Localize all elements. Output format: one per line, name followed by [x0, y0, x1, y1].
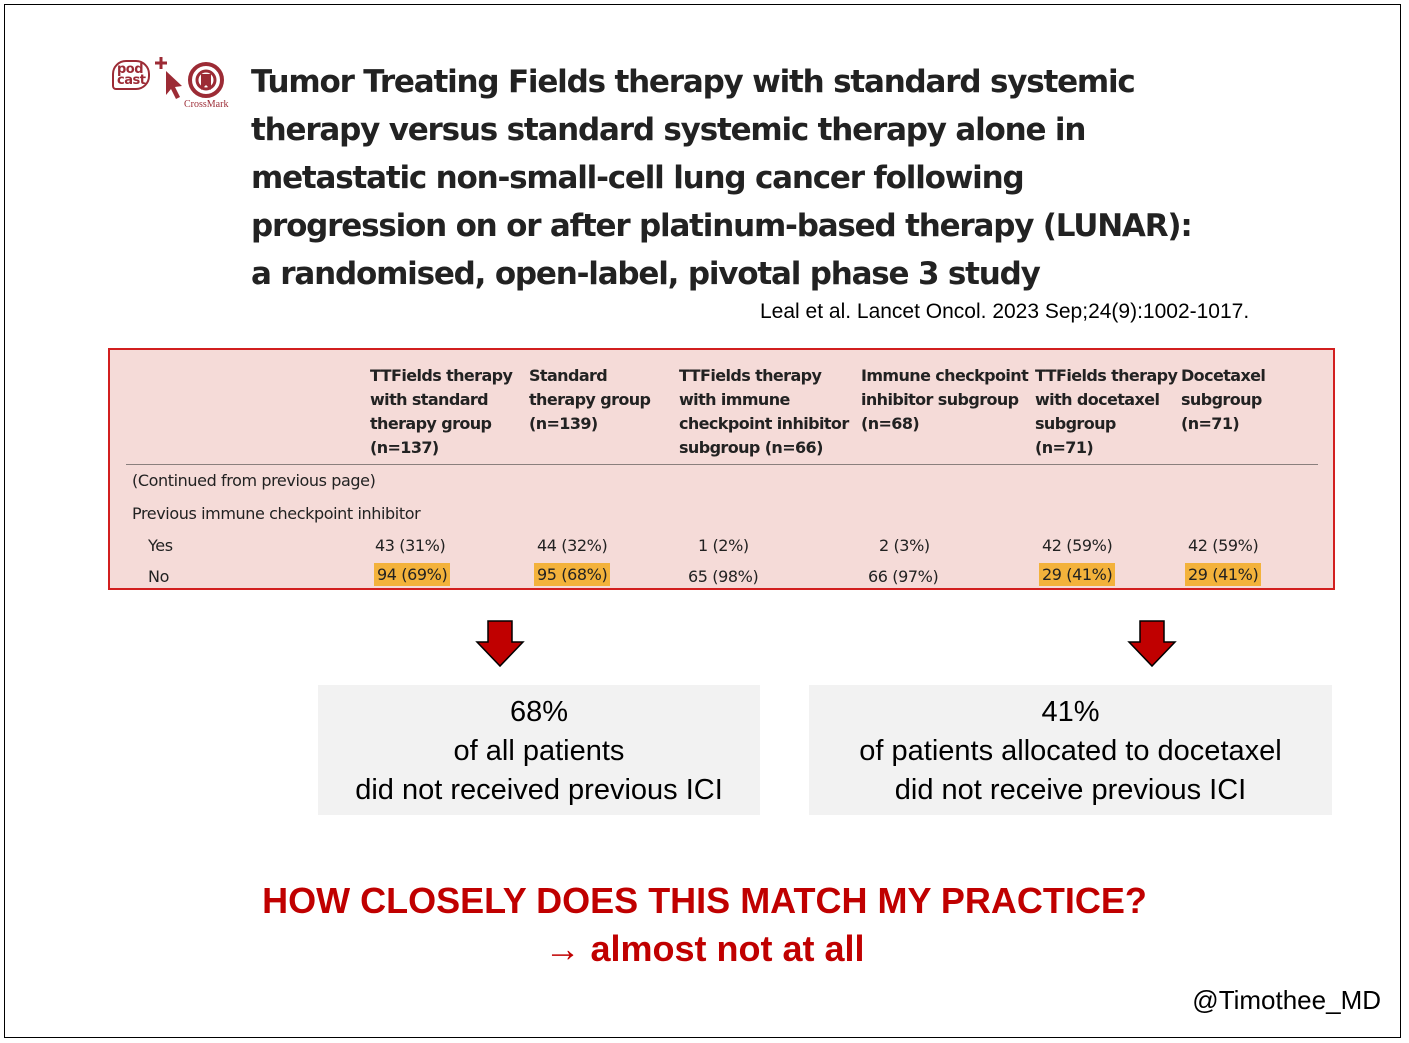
table-cell: 42 (59%) — [1042, 536, 1113, 555]
row-label-yes: Yes — [148, 536, 173, 555]
column-header: Docetaxel subgroup (n=71) — [1181, 366, 1266, 433]
question-heading: HOW CLOSELY DOES THIS MATCH MY PRACTICE? — [262, 880, 1147, 921]
table-cell-highlighted: 29 (41%) — [1185, 563, 1262, 586]
callout-right: 41% of patients allocated to docetaxel d… — [809, 685, 1332, 815]
callout-left-line3: did not received previous ICI — [355, 774, 723, 806]
table-cell: 65 (98%) — [688, 567, 759, 586]
citation: Leal et al. Lancet Oncol. 2023 Sep;24(9)… — [760, 300, 1250, 323]
row-label-no: No — [148, 567, 169, 586]
table-cell-highlighted: 29 (41%) — [1039, 563, 1116, 586]
column-header: TTFields therapy with docetaxel subgroup… — [1035, 366, 1178, 457]
section-label: Previous immune checkpoint inhibitor — [132, 504, 421, 523]
table-cell: 2 (3%) — [879, 536, 930, 555]
slide-border — [4, 4, 1401, 1038]
column-header: Standard therapy group (n=139) — [529, 366, 651, 433]
table-cell: 1 (2%) — [698, 536, 749, 555]
table-cell-highlighted: 94 (69%) — [374, 563, 451, 586]
cursor-click-icon — [152, 55, 184, 103]
callout-left-line2: of all patients — [453, 735, 625, 767]
callout-left: 68% of all patients did not received pre… — [318, 685, 760, 815]
table-cell: 66 (97%) — [868, 567, 939, 586]
podcast-logo-text: pod cast — [112, 60, 151, 90]
down-arrow-right-icon — [1127, 620, 1177, 668]
down-arrow-left-icon — [475, 620, 525, 668]
article-title: Tumor Treating Fields therapy with stand… — [251, 64, 1193, 292]
header-divider — [126, 464, 1318, 465]
author-handle: @Timothee_MD — [1192, 985, 1381, 1015]
podcast-logo[interactable]: pod cast — [112, 58, 152, 102]
continued-note: (Continued from previous page) — [132, 471, 376, 490]
crossmark-icon[interactable] — [184, 62, 232, 112]
table-cell: 44 (32%) — [537, 536, 608, 555]
answer-heading: → almost not at all — [544, 928, 865, 969]
callout-left-percent: 68% — [509, 696, 569, 728]
table-cell: 42 (59%) — [1188, 536, 1259, 555]
callout-right-line2: of patients allocated to docetaxel — [859, 735, 1282, 767]
crossmark-label: CrossMark — [184, 99, 229, 110]
column-header: TTFields therapy with immune checkpoint … — [679, 366, 849, 457]
table-cell: 43 (31%) — [375, 536, 446, 555]
data-table: TTFields therapy with standard therapy g… — [108, 348, 1335, 590]
table-cell-highlighted: 95 (68%) — [534, 563, 611, 586]
column-header: TTFields therapy with standard therapy g… — [370, 366, 513, 457]
callout-right-line3: did not receive previous ICI — [894, 774, 1247, 806]
column-header: Immune checkpoint inhibitor subgroup (n=… — [861, 366, 1029, 433]
callout-right-percent: 41% — [1041, 696, 1100, 728]
